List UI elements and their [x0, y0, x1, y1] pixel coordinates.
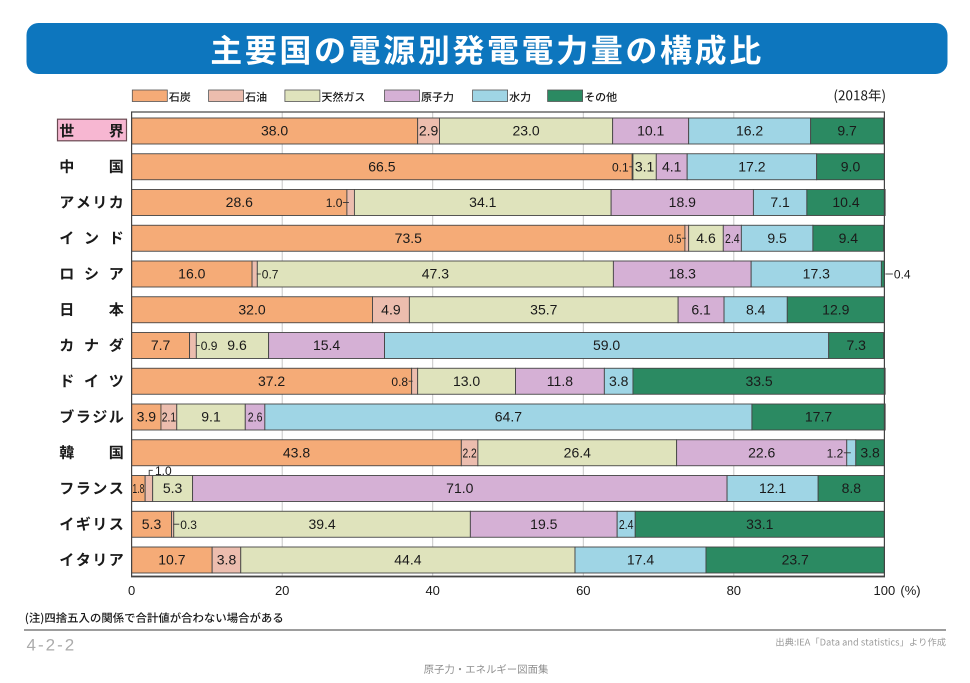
- svg-text:0.5: 0.5: [668, 233, 681, 246]
- svg-text:35.7: 35.7: [530, 301, 557, 317]
- svg-text:9.6: 9.6: [227, 337, 247, 353]
- svg-text:9.7: 9.7: [837, 123, 857, 139]
- svg-text:17.3: 17.3: [803, 266, 830, 282]
- svg-text:0.7: 0.7: [262, 268, 279, 282]
- svg-text:22.6: 22.6: [748, 444, 775, 460]
- svg-text:26.4: 26.4: [564, 444, 591, 460]
- svg-text:0.9: 0.9: [201, 339, 218, 353]
- svg-text:(%): (%): [900, 583, 920, 598]
- svg-text:12.9: 12.9: [822, 301, 849, 317]
- svg-text:10.1: 10.1: [637, 123, 664, 139]
- svg-text:40: 40: [425, 583, 439, 598]
- svg-text:33.1: 33.1: [746, 516, 773, 532]
- svg-text:2.2: 2.2: [462, 445, 476, 461]
- svg-text:3.8: 3.8: [860, 444, 880, 460]
- svg-text:5.3: 5.3: [142, 516, 162, 532]
- svg-text:11.8: 11.8: [547, 373, 573, 389]
- svg-text:7.3: 7.3: [846, 337, 866, 353]
- svg-text:9.5: 9.5: [767, 230, 787, 246]
- svg-text:18.9: 18.9: [669, 194, 696, 210]
- svg-text:100: 100: [874, 583, 896, 598]
- svg-text:5.3: 5.3: [163, 480, 183, 496]
- svg-text:16.2: 16.2: [736, 123, 763, 139]
- svg-text:10.7: 10.7: [158, 552, 185, 568]
- svg-text:0.4: 0.4: [894, 268, 911, 282]
- svg-text:33.5: 33.5: [745, 373, 772, 389]
- svg-text:7.1: 7.1: [770, 194, 790, 210]
- svg-text:1.2: 1.2: [827, 446, 844, 460]
- svg-text:4-2-2: 4-2-2: [27, 636, 77, 655]
- svg-text:16.0: 16.0: [178, 266, 205, 282]
- svg-text:1.0: 1.0: [155, 464, 172, 478]
- svg-text:73.5: 73.5: [395, 230, 422, 246]
- svg-text:0.8: 0.8: [391, 375, 408, 389]
- svg-text:10.4: 10.4: [832, 194, 859, 210]
- svg-text:2.6: 2.6: [248, 409, 263, 424]
- svg-text:4.9: 4.9: [381, 301, 401, 317]
- svg-text:64.7: 64.7: [495, 409, 522, 425]
- svg-text:59.0: 59.0: [593, 337, 620, 353]
- svg-text:60: 60: [576, 583, 590, 598]
- svg-text:17.4: 17.4: [627, 552, 654, 568]
- svg-text:23.0: 23.0: [512, 123, 539, 139]
- svg-text:8.8: 8.8: [842, 480, 862, 496]
- svg-text:47.3: 47.3: [422, 266, 449, 282]
- svg-text:2.4: 2.4: [619, 517, 634, 532]
- svg-text:9.0: 9.0: [841, 158, 861, 174]
- svg-text:19.5: 19.5: [530, 516, 557, 532]
- svg-text:6.1: 6.1: [691, 301, 711, 317]
- svg-text:32.0: 32.0: [238, 301, 265, 317]
- svg-text:3.9: 3.9: [137, 409, 157, 425]
- svg-text:2.4: 2.4: [725, 231, 740, 246]
- svg-text:38.0: 38.0: [261, 123, 288, 139]
- svg-text:3.8: 3.8: [217, 552, 237, 568]
- svg-text:4.6: 4.6: [696, 230, 716, 246]
- svg-text:23.7: 23.7: [782, 552, 809, 568]
- svg-text:1.0: 1.0: [326, 196, 343, 210]
- svg-text:0.3: 0.3: [180, 518, 197, 532]
- svg-text:44.4: 44.4: [394, 552, 421, 568]
- svg-text:2.9: 2.9: [419, 123, 439, 139]
- svg-text:43.8: 43.8: [283, 444, 310, 460]
- svg-text:28.6: 28.6: [226, 194, 253, 210]
- svg-text:0.1: 0.1: [612, 160, 629, 174]
- svg-text:15.4: 15.4: [313, 337, 340, 353]
- svg-text:9.4: 9.4: [839, 230, 859, 246]
- svg-text:2.1: 2.1: [162, 409, 176, 425]
- svg-text:0: 0: [128, 583, 135, 598]
- svg-text:18.3: 18.3: [669, 266, 696, 282]
- svg-text:12.1: 12.1: [759, 480, 786, 496]
- svg-text:66.5: 66.5: [368, 158, 395, 174]
- svg-text:17.7: 17.7: [805, 409, 832, 425]
- svg-text:37.2: 37.2: [258, 373, 285, 389]
- svg-text:71.0: 71.0: [446, 480, 473, 496]
- svg-text:7.7: 7.7: [151, 337, 171, 353]
- svg-text:9.1: 9.1: [201, 409, 221, 425]
- svg-text:3.8: 3.8: [609, 373, 629, 389]
- svg-text:39.4: 39.4: [308, 516, 335, 532]
- svg-text:4.1: 4.1: [662, 158, 682, 174]
- svg-text:8.4: 8.4: [746, 301, 766, 317]
- svg-text:80: 80: [727, 583, 741, 598]
- svg-text:17.2: 17.2: [738, 158, 765, 174]
- svg-text:1.8: 1.8: [132, 482, 144, 496]
- svg-text:34.1: 34.1: [469, 194, 496, 210]
- svg-text:20: 20: [275, 583, 289, 598]
- svg-text:3.1: 3.1: [635, 158, 655, 174]
- svg-text:13.0: 13.0: [453, 373, 480, 389]
